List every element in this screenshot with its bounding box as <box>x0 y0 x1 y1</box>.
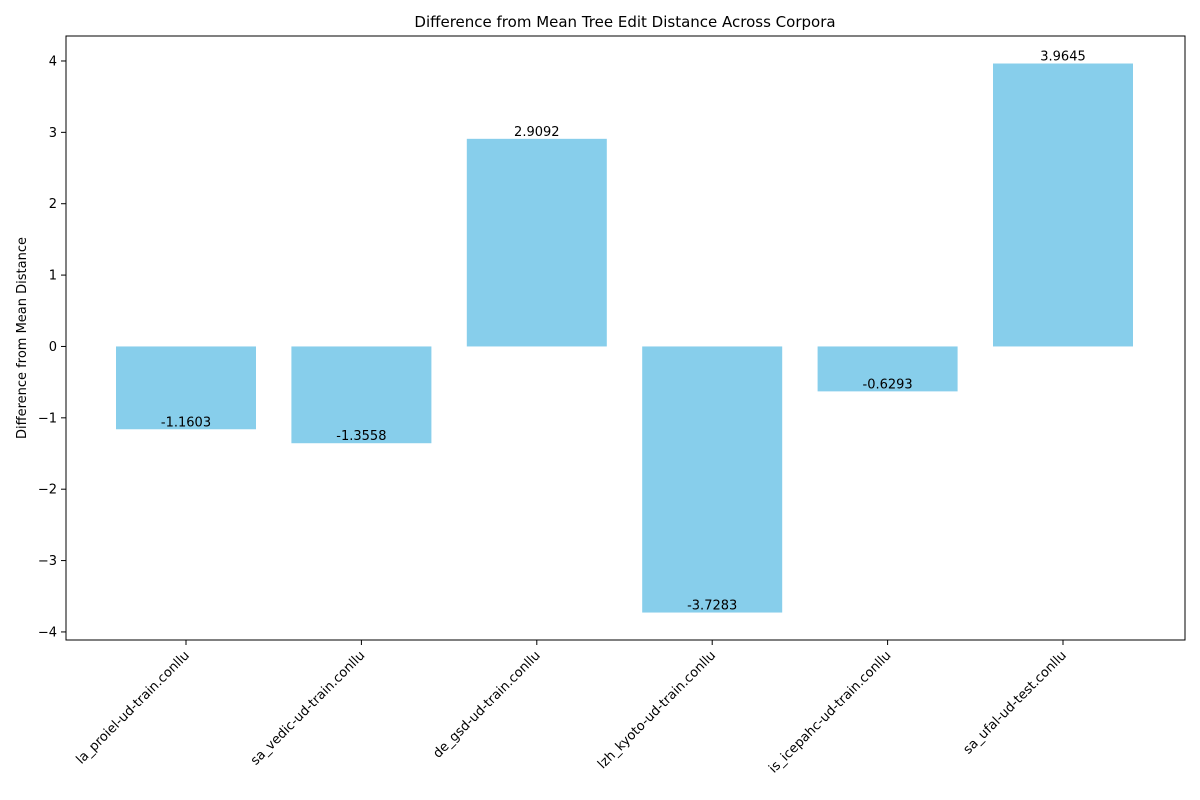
y-tick-label: −3 <box>38 554 57 569</box>
x-tick-label: is_icepahc-ud-train.conllu <box>766 648 894 776</box>
chart-title: Difference from Mean Tree Edit Distance … <box>414 13 835 31</box>
y-axis-label: Difference from Mean Distance <box>15 237 30 439</box>
y-tick-label: 1 <box>49 269 57 284</box>
bar <box>116 346 256 430</box>
data-label: -1.1603 <box>161 415 211 430</box>
x-tick-label: la_proiel-ud-train.conllu <box>74 648 193 767</box>
data-label: -1.3558 <box>336 429 386 444</box>
bar <box>817 346 958 392</box>
data-label: 3.9645 <box>1040 50 1086 65</box>
data-label: -0.6293 <box>863 377 913 392</box>
y-tick-label: −4 <box>38 625 57 640</box>
y-axis-ticks: −4 −3 −2 −1 0 1 2 3 4 <box>38 54 66 640</box>
value-labels-group: -1.1603 -1.3558 2.9092 -3.7283 -0.6293 3.9645 <box>161 50 1086 614</box>
y-tick-label: 4 <box>49 54 57 69</box>
y-tick-label: −1 <box>38 411 57 426</box>
x-axis-ticks: la_proiel-ud-train.conllu sa_vedic-ud-tra… <box>74 640 1070 776</box>
y-tick-label: −2 <box>38 483 57 498</box>
bar <box>466 138 607 347</box>
x-tick-label: de_gsd-ud-train.conllu <box>430 648 543 761</box>
data-label: -3.7283 <box>687 599 737 614</box>
y-tick-label: 3 <box>49 126 57 141</box>
bars-group <box>116 63 1133 613</box>
plot-frame <box>65 35 1186 641</box>
x-tick-label: sa_vedic-ud-train.conllu <box>248 648 368 768</box>
bar <box>642 346 783 613</box>
x-tick-label: sa_ufal-ud-test.conllu <box>961 648 1070 757</box>
data-label: 2.9092 <box>514 125 560 140</box>
bar <box>993 63 1133 347</box>
y-tick-label: 0 <box>49 340 57 355</box>
bar <box>291 346 432 444</box>
x-tick-label: lzh_kyoto-ud-train.conllu <box>595 648 719 772</box>
y-tick-label: 2 <box>49 197 57 212</box>
